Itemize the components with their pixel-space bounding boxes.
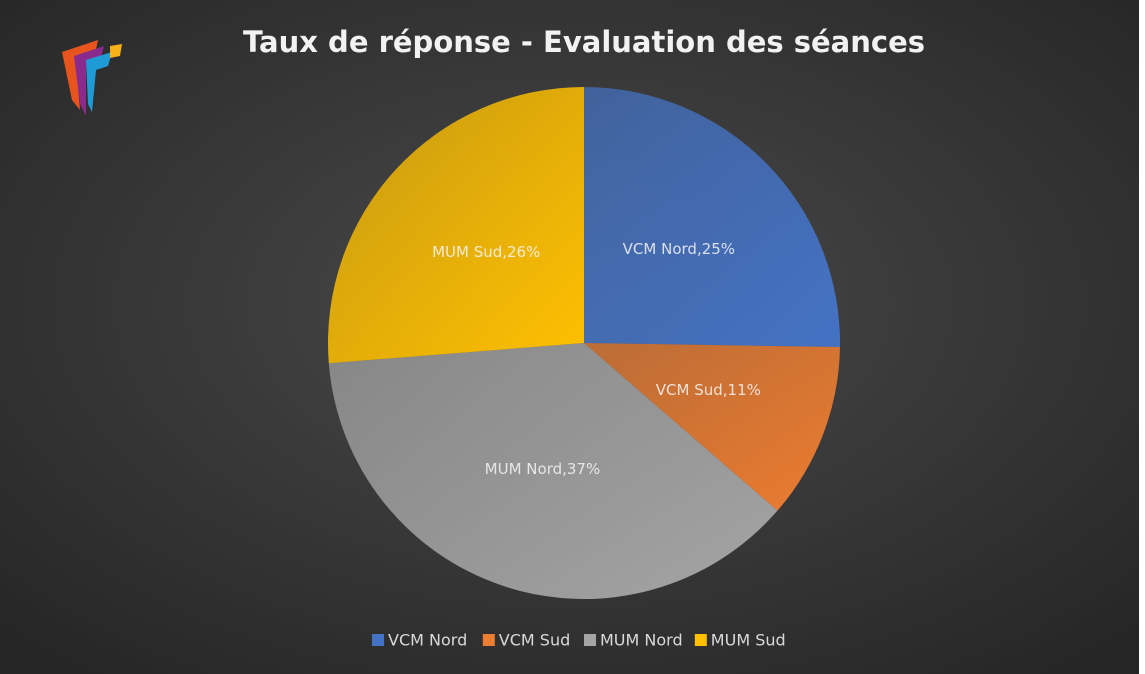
legend-swatch — [694, 634, 707, 646]
data-label: VCM Nord,25% — [623, 240, 735, 258]
pie-slice — [584, 343, 840, 511]
legend-label: MUM Sud — [711, 631, 786, 650]
legend-label: VCM Nord — [388, 631, 467, 650]
legend-swatch — [482, 634, 495, 646]
data-label: MUM Sud,26% — [432, 243, 540, 261]
chart-title: Taux de réponse - Evaluation des séances — [243, 25, 925, 59]
legend-swatch — [372, 634, 384, 646]
data-label: MUM Nord,37% — [485, 460, 601, 478]
pie-slice — [328, 343, 778, 599]
data-label: VCM Sud,11% — [656, 381, 761, 399]
legend-swatch — [584, 634, 596, 646]
pie-slice — [327, 87, 584, 364]
legend-label: MUM Nord — [600, 631, 683, 650]
pie-slice — [584, 87, 840, 348]
legend-label: VCM Sud — [499, 631, 570, 650]
logo — [62, 40, 122, 116]
